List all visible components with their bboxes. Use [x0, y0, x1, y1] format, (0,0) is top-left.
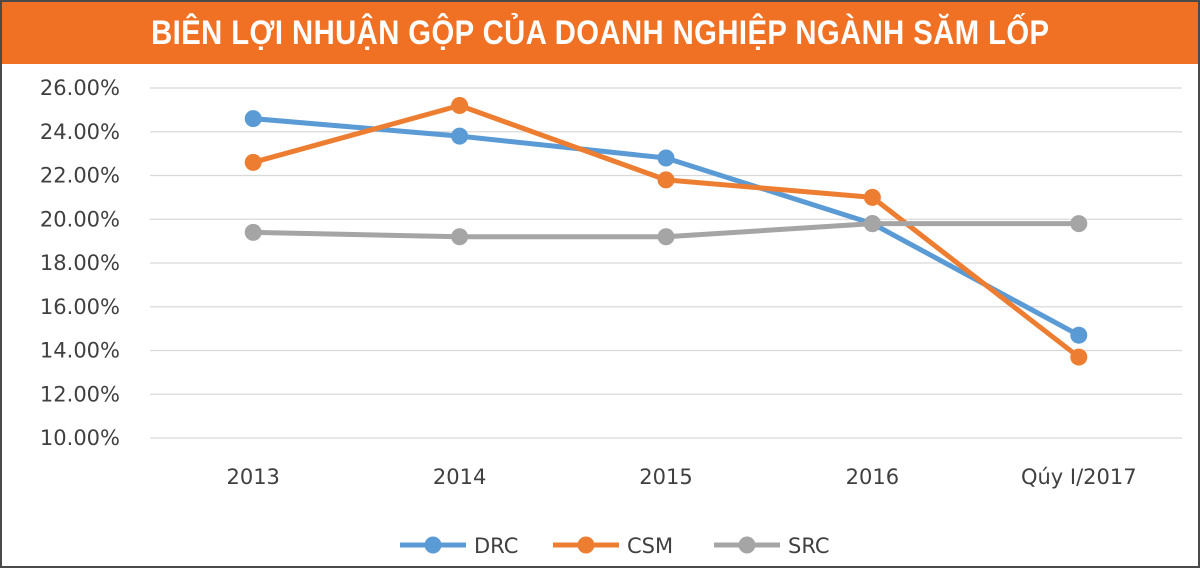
data-point [863, 215, 881, 233]
legend-swatch-marker [424, 536, 442, 554]
x-tick-label: 2014 [433, 465, 486, 489]
x-tick-label: 2016 [846, 465, 899, 489]
legend-label: CSM [627, 534, 673, 558]
series-csm [244, 97, 1088, 366]
x-axis-ticks: 2013 2014 2015 2016 Qúy I/2017 [226, 465, 1136, 489]
x-tick-label: Qúy I/2017 [1021, 465, 1137, 489]
data-point [1070, 215, 1088, 233]
y-tick-label: 20.00% [40, 207, 120, 231]
y-tick-label: 10.00% [40, 426, 120, 450]
data-point [863, 188, 881, 206]
data-point [1070, 348, 1088, 366]
gridlines [150, 87, 1182, 439]
data-point [244, 153, 262, 171]
chart-title: BIÊN LỢI NHUẬN GỘP CỦA DOANH NGHIỆP NGÀN… [150, 13, 1050, 52]
series-src [244, 215, 1088, 246]
y-tick-label: 14.00% [40, 339, 120, 363]
legend-item: SRC [714, 534, 830, 558]
data-point [657, 228, 675, 246]
title-bar: BIÊN LỢI NHUẬN GỘP CỦA DOANH NGHIỆP NGÀN… [2, 2, 1198, 64]
data-point [244, 110, 262, 128]
data-point [451, 228, 469, 246]
y-tick-label: 24.00% [40, 120, 120, 144]
y-tick-label: 26.00% [40, 76, 120, 100]
y-tick-label: 18.00% [40, 251, 120, 275]
legend-item: CSM [553, 534, 673, 558]
y-tick-label: 22.00% [40, 164, 120, 188]
y-axis-ticks: 10.00% 12.00% 14.00% 16.00% 18.00% 20.00% 22.0… [40, 76, 120, 450]
series [244, 97, 1088, 366]
series-drc [244, 110, 1088, 344]
x-tick-label: 2015 [639, 465, 692, 489]
data-point [657, 149, 675, 167]
legend-swatch-marker [577, 536, 595, 554]
legend-label: DRC [474, 534, 518, 558]
line-chart: 10.00% 12.00% 14.00% 16.00% 18.00% 20.00% 22.0… [40, 76, 1182, 558]
data-point [244, 223, 262, 241]
data-point [451, 127, 469, 145]
y-tick-label: 16.00% [40, 295, 120, 319]
data-point [657, 171, 675, 189]
legend-label: SRC [788, 534, 830, 558]
legend-swatch-marker [738, 536, 756, 554]
legend: DRC CSM SRC [400, 534, 830, 558]
data-point [1070, 326, 1088, 344]
data-point [451, 97, 469, 114]
y-tick-label: 12.00% [40, 382, 120, 406]
x-tick-label: 2013 [226, 465, 279, 489]
legend-item: DRC [400, 534, 518, 558]
